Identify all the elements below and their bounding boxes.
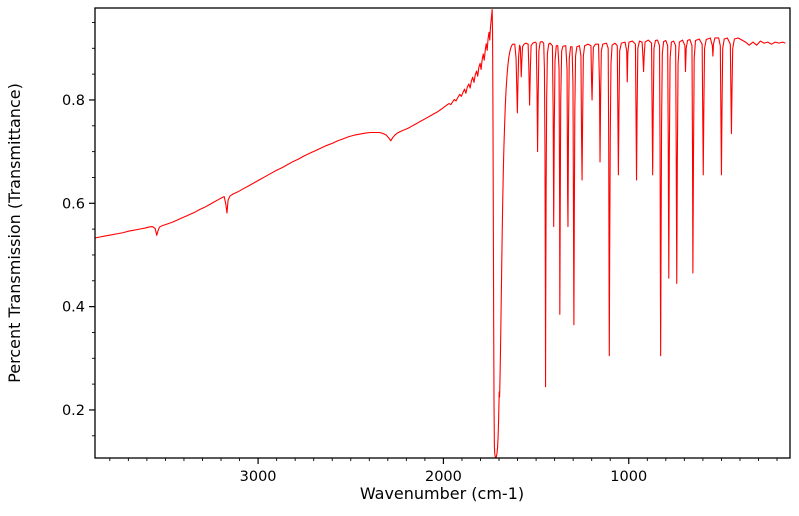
x-tick-label: 2000 xyxy=(425,469,462,485)
y-tick-label: 0.2 xyxy=(62,403,85,419)
x-axis-label: Wavenumber (cm-1) xyxy=(360,484,524,503)
spectrum-line xyxy=(95,9,786,458)
y-tick-label: 0.4 xyxy=(62,300,85,316)
x-tick-label: 3000 xyxy=(240,469,277,485)
y-axis-label: Percent Transmission (Transmittance) xyxy=(5,83,24,383)
x-tick-label: 1000 xyxy=(610,469,647,485)
y-tick-label: 0.8 xyxy=(62,93,85,109)
axes-border xyxy=(94,7,791,459)
y-tick-label: 0.6 xyxy=(62,196,85,212)
